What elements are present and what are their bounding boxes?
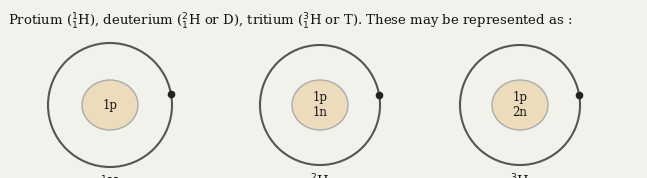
Text: $^{3}_{1}$H: $^{3}_{1}$H	[510, 173, 530, 178]
Text: 1p: 1p	[102, 98, 118, 111]
Ellipse shape	[492, 80, 548, 130]
Text: $^{2}_{1}$H: $^{2}_{1}$H	[311, 173, 329, 178]
Text: $^{1}_{1}$H: $^{1}_{1}$H	[100, 175, 120, 178]
Text: Protium ($^{1}_{1}$H), deuterium ($^{2}_{1}$H or D), tritium ($^{3}_{1}$H or T).: Protium ($^{1}_{1}$H), deuterium ($^{2}_…	[8, 12, 572, 32]
Ellipse shape	[292, 80, 348, 130]
Ellipse shape	[82, 80, 138, 130]
Text: 1p
2n: 1p 2n	[512, 90, 527, 119]
Text: 1p
1n: 1p 1n	[313, 90, 327, 119]
